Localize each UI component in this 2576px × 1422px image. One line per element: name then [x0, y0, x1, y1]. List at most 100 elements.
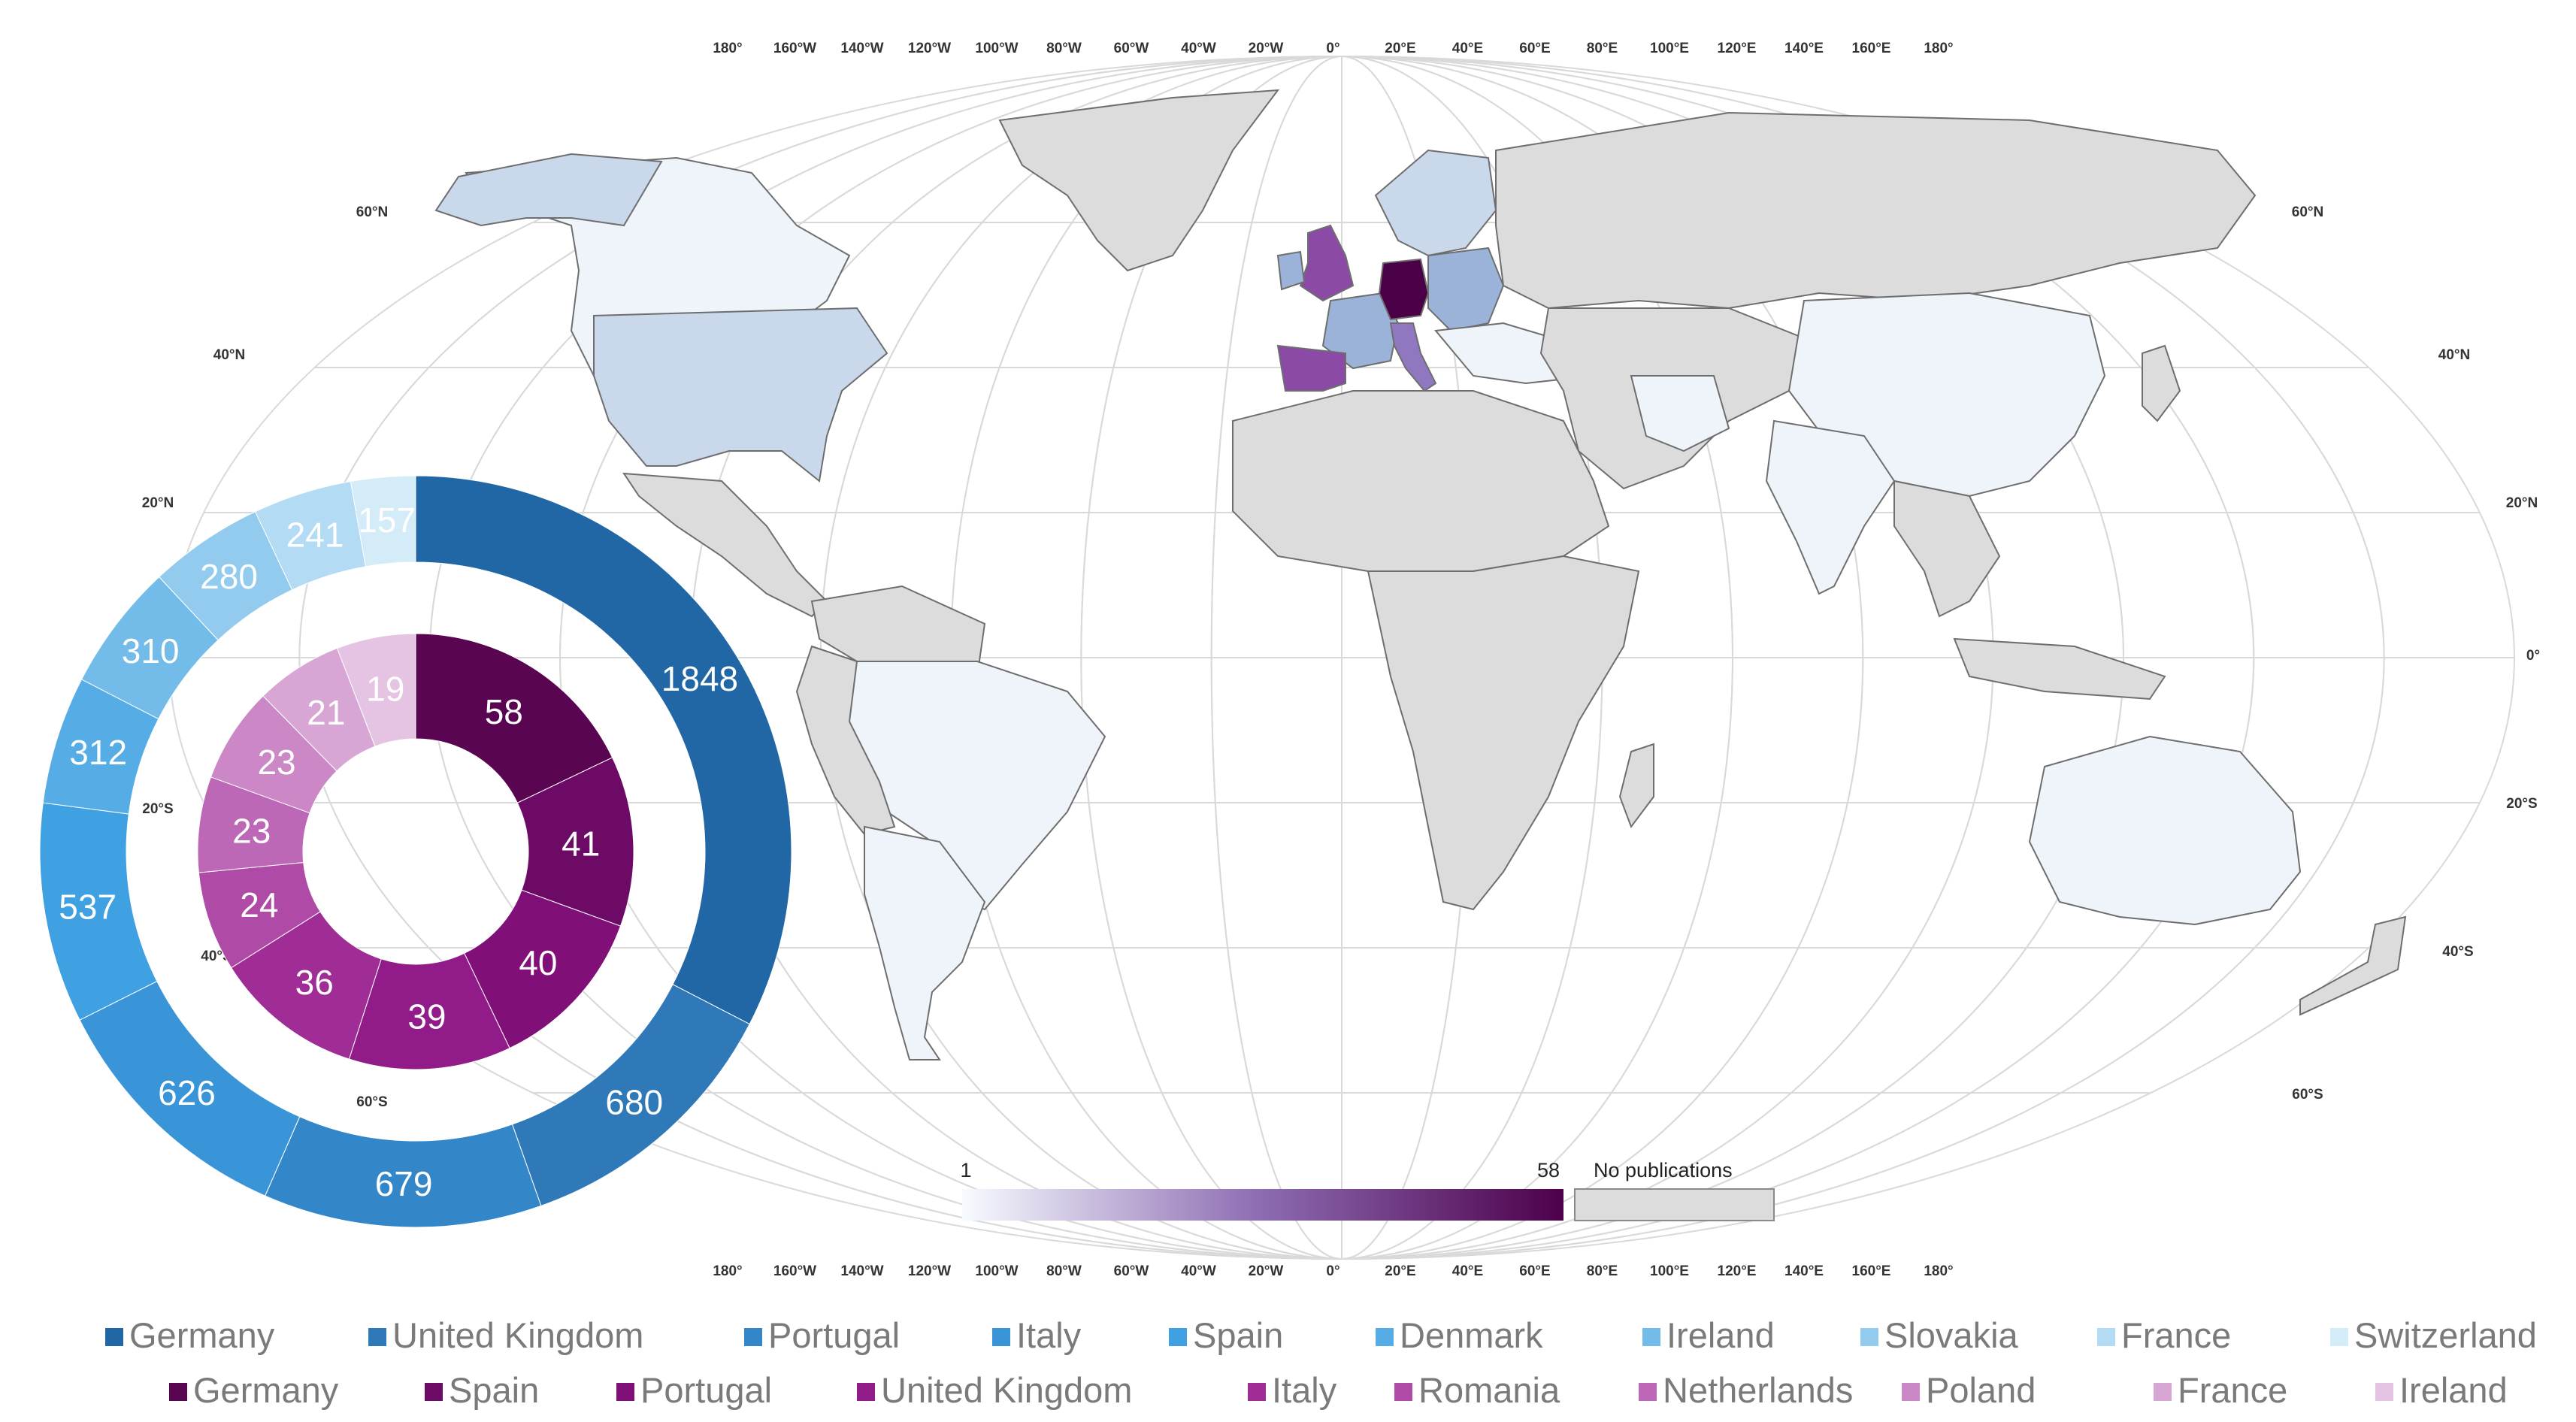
ring-value-label: 19 [366, 670, 404, 709]
latitude-label: 20°N [2506, 495, 2538, 511]
ring-segment-ireland [336, 633, 416, 747]
latitude-label: 40°N [213, 347, 245, 363]
scale-min-label: 1 [960, 1159, 971, 1181]
longitude-label: 60°E [1519, 41, 1550, 56]
ring-value-label: 40 [519, 943, 557, 982]
legend-swatch-spain [1169, 1328, 1187, 1346]
legend-swatch-ireland [2375, 1383, 2393, 1401]
legend-swatch-spain [425, 1383, 443, 1401]
legend-swatch-ireland [1642, 1328, 1660, 1346]
country-japan [2142, 344, 2181, 422]
legend-label-ireland: Ireland [2399, 1370, 2508, 1410]
country-germany [1378, 258, 1430, 321]
ring-segment-spain [516, 757, 634, 927]
country-australia [2028, 735, 2302, 926]
legend-swatch-italy [992, 1328, 1010, 1346]
legend-swatch-netherlands [1639, 1383, 1657, 1401]
longitude-label: 100°W [975, 41, 1018, 56]
longitude-label: 80°W [1046, 1263, 1082, 1279]
country-italy [1389, 322, 1437, 392]
legend-label-poland: Poland [1926, 1370, 2036, 1410]
ring-value-label: 537 [59, 888, 117, 927]
longitude-label: 160°W [773, 1263, 816, 1279]
legend-label-united-kingdom: United Kingdom [881, 1370, 1132, 1410]
legend-swatch-italy [1248, 1383, 1266, 1401]
longitude-label: 160°W [773, 41, 816, 56]
latitude-label: 20°S [142, 801, 173, 817]
country-argentina-chile [864, 825, 986, 1060]
longitude-label: 60°E [1519, 1263, 1550, 1279]
ring-value-label: 680 [605, 1083, 663, 1122]
longitude-label: 120°E [1718, 1263, 1757, 1279]
ring-value-label: 39 [407, 997, 446, 1036]
scale-max-label: 58 [1537, 1159, 1560, 1181]
legend-label-portugal: Portugal [768, 1315, 900, 1355]
longitude-label: 40°W [1181, 41, 1216, 56]
land-masses [434, 89, 2407, 1060]
ring-value-label: 41 [562, 824, 600, 863]
ring-value-label: 312 [69, 733, 127, 772]
country-sub-saharan-africa [1367, 555, 1640, 911]
ring-value-label: 21 [307, 693, 345, 732]
country-eastern-europe [1427, 247, 1505, 332]
coordinate-labels: 180° 160°W 140°W 120°W 100°W 80°W 60°W 40°W 20°W… [142, 41, 2540, 1279]
longitude-label: 60°W [1114, 41, 1149, 56]
longitude-label: 140°W [840, 1263, 883, 1279]
longitude-label: 120°W [908, 41, 951, 56]
ring-value-label: 157 [358, 501, 416, 540]
legend-label-italy: Italy [1016, 1315, 1082, 1355]
longitude-label: 80°W [1046, 41, 1082, 56]
longitude-label: 160°E [1852, 41, 1891, 56]
latitude-label: 20°S [2506, 796, 2537, 812]
legend-label-netherlands: Netherlands [1663, 1370, 1853, 1410]
longitude-label: 80°E [1587, 41, 1618, 56]
legend-label-italy: Italy [1272, 1370, 1337, 1410]
ring-value-label: 24 [240, 885, 278, 924]
no-data-swatch [1574, 1188, 1775, 1221]
country-india [1765, 419, 1896, 595]
donut-chart: 1848 680 679 626 537 312 310 280 241 157 58 41 40 39… [39, 475, 792, 1228]
legend-label-switzerland: Switzerland [2354, 1315, 2537, 1355]
longitude-label: 40°E [1452, 1263, 1483, 1279]
legend-label-portugal: Portugal [640, 1370, 772, 1410]
ring-segment-germany [415, 475, 792, 1025]
ring-value-label: 679 [375, 1164, 433, 1203]
longitude-label: 180° [713, 1263, 742, 1279]
ring-value-label: 23 [257, 743, 295, 782]
country-scandinavia [1374, 149, 1497, 257]
ring-value-label: 1848 [661, 659, 738, 698]
latitude-label: 40°S [2442, 944, 2473, 960]
longitude-label: 20°W [1249, 41, 1284, 56]
country-mexico-central-america [622, 472, 828, 618]
legend-swatch-united-kingdom [368, 1328, 386, 1346]
legend-swatch-germany [105, 1328, 123, 1346]
longitude-label: 20°E [1385, 1263, 1415, 1279]
country-southeast-asia [1893, 480, 2001, 618]
legend-swatch-romania [1394, 1383, 1412, 1401]
longitude-label: 120°W [908, 1263, 951, 1279]
color-scale-legend: 1 58 No publications [960, 1159, 1775, 1221]
legend-label-ireland: Ireland [1666, 1315, 1775, 1355]
latitude-label: 60°N [2292, 204, 2323, 220]
longitude-label: 160°E [1852, 1263, 1891, 1279]
legend-swatch-switzerland [2330, 1328, 2348, 1346]
ring-value-label: 241 [286, 515, 344, 554]
latitude-label: 20°N [142, 495, 174, 511]
legend-swatch-united-kingdom [857, 1383, 875, 1401]
country-north-africa [1232, 390, 1610, 572]
legend-swatch-slovakia [1860, 1328, 1878, 1346]
legend-label-france: France [2121, 1315, 2231, 1355]
country-greenland [998, 89, 1280, 272]
legend-swatch-denmark [1376, 1328, 1394, 1346]
legend-label-united-kingdom: United Kingdom [392, 1315, 643, 1355]
legend-swatch-portugal [616, 1383, 634, 1401]
country-usa [593, 307, 888, 483]
longitude-label: 100°W [975, 1263, 1018, 1279]
ring-value-label: 310 [122, 631, 180, 670]
legend-label-romania: Romania [1418, 1370, 1560, 1410]
legend-label-france: France [2178, 1370, 2287, 1410]
legend-label-germany: Germany [193, 1370, 339, 1410]
longitude-label: 20°E [1385, 41, 1415, 56]
country-new-zealand [2299, 915, 2407, 1016]
